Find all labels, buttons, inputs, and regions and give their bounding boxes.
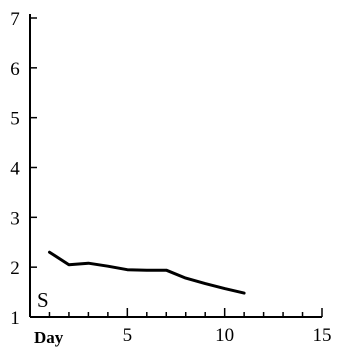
y-tick-label: 6: [10, 59, 20, 80]
x-tick-label: 5: [123, 325, 133, 346]
x-tick-label: 15: [313, 325, 332, 346]
panel-label: S: [37, 288, 49, 312]
y-tick-label: 7: [10, 9, 20, 30]
chart-series: [48, 250, 246, 295]
y-tick-label: 2: [10, 258, 20, 279]
x-tick-label: 10: [215, 325, 234, 346]
y-tick-label: 4: [10, 159, 20, 180]
x-axis-label: Day: [34, 328, 64, 347]
y-tick-label: 1: [10, 308, 20, 329]
y-tick-label: 5: [10, 109, 20, 130]
chart-axes: [29, 14, 322, 318]
y-tick-label: 3: [10, 208, 20, 229]
series-line: [48, 250, 246, 295]
y-axis-ticks: 1 2 3 4 5 6 7: [10, 9, 37, 329]
x-axis-ticks: 5 10 15: [48, 308, 332, 346]
